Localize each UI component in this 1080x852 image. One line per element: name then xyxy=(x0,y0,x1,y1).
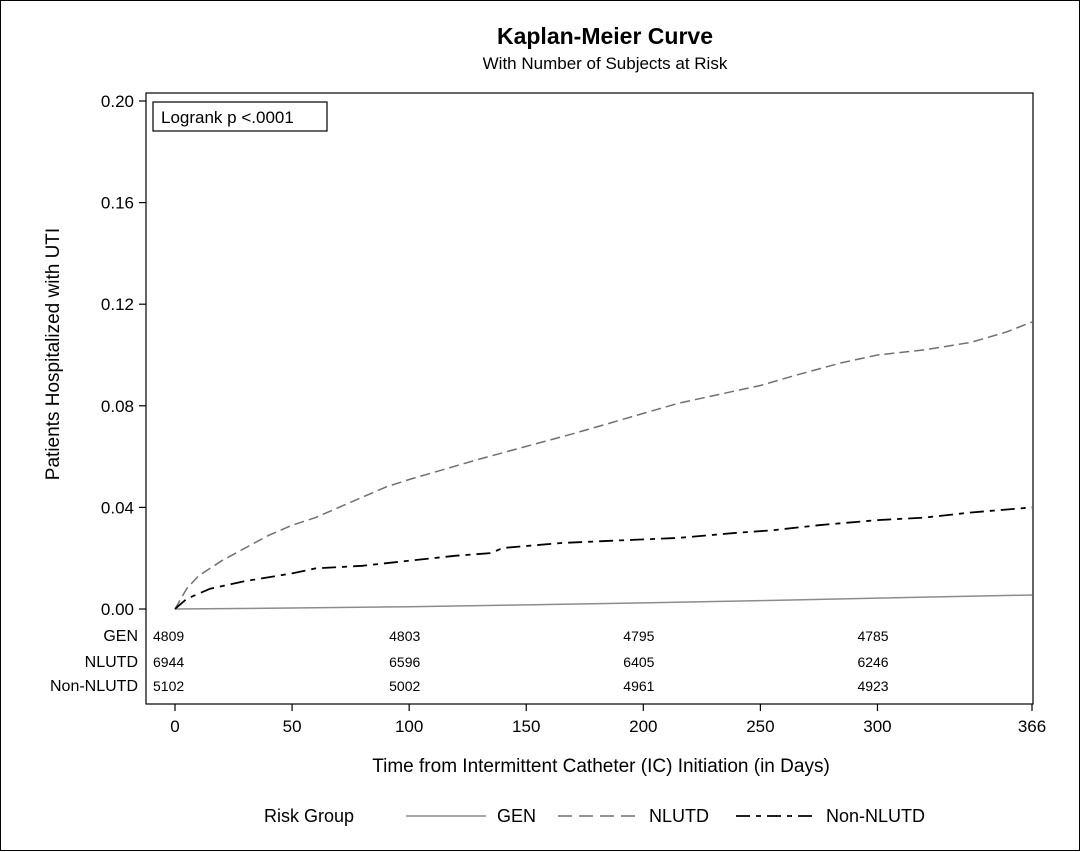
at-risk-value: 4961 xyxy=(623,678,654,694)
y-tick-label: 0.00 xyxy=(101,600,134,619)
curve-gen xyxy=(174,594,1033,610)
at-risk-value: 6944 xyxy=(153,654,184,670)
at-risk-row-label: NLUTD xyxy=(85,654,138,671)
x-tick-label: 0 xyxy=(170,717,179,736)
y-tick-label: 0.08 xyxy=(101,397,134,416)
x-tick-label: 366 xyxy=(1018,717,1046,736)
x-tick-label: 100 xyxy=(395,717,423,736)
annotation-box xyxy=(152,101,328,132)
at-risk-row-label: GEN xyxy=(103,628,138,645)
at-risk-value: 6246 xyxy=(857,654,888,670)
at-risk-value: 4795 xyxy=(623,628,654,644)
curve-non-nlutd xyxy=(174,506,1033,610)
at-risk-value: 6596 xyxy=(389,654,420,670)
annotation-text: Logrank p <.0001 xyxy=(161,108,294,127)
at-risk-row-label: Non-NLUTD xyxy=(50,678,138,695)
logrank-annotation: Logrank p <.0001 xyxy=(152,101,328,132)
at-risk-value: 4785 xyxy=(857,628,888,644)
chart-title: Kaplan-Meier Curve xyxy=(497,23,713,49)
legend-label-non-nlutd: Non-NLUTD xyxy=(826,806,925,826)
x-axis: 0 50 100 150 200 250 300 366 xyxy=(170,704,1046,736)
x-tick-label: 150 xyxy=(512,717,540,736)
legend: Risk Group GEN NLUTD Non-NLUTD xyxy=(264,806,925,826)
x-tick-label: 300 xyxy=(863,717,891,736)
plot-area xyxy=(145,92,1034,705)
x-tick-label: 50 xyxy=(283,717,302,736)
x-axis-label: Time from Intermittent Catheter (IC) Ini… xyxy=(372,756,830,777)
chart-subtitle: With Number of Subjects at Risk xyxy=(483,54,728,73)
y-tick-label: 0.16 xyxy=(101,194,134,213)
x-tick-label: 250 xyxy=(746,717,774,736)
x-tick-label: 200 xyxy=(629,717,657,736)
at-risk-value: 4923 xyxy=(857,678,888,694)
legend-title: Risk Group xyxy=(264,806,354,826)
legend-label-nlutd: NLUTD xyxy=(649,806,709,826)
at-risk-value: 6405 xyxy=(623,654,654,670)
at-risk-table: GEN 4809 4803 4795 4785 NLUTD 6944 6596 6405 6246… xyxy=(50,628,889,695)
y-tick-label: 0.04 xyxy=(101,498,134,517)
y-axis: 0.00 0.04 0.08 0.12 0.16 0.20 xyxy=(101,92,146,619)
at-risk-value: 4803 xyxy=(389,628,420,644)
survival-curves xyxy=(174,321,1033,610)
at-risk-value: 5102 xyxy=(153,678,184,694)
legend-label-gen: GEN xyxy=(497,806,536,826)
curve-nlutd xyxy=(174,321,1033,610)
y-tick-label: 0.20 xyxy=(101,92,134,111)
y-tick-label: 0.12 xyxy=(101,295,134,314)
at-risk-value: 5002 xyxy=(389,678,420,694)
at-risk-value: 4809 xyxy=(153,628,184,644)
y-axis-label: Patients Hospitalized with UTI xyxy=(43,228,64,480)
